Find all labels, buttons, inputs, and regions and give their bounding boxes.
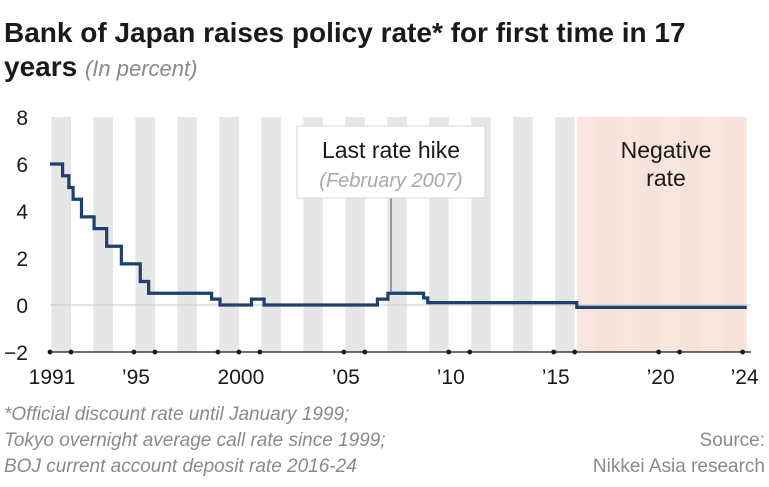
x-tick-mark bbox=[68, 349, 74, 355]
x-tick-label: ’20 bbox=[647, 366, 675, 389]
x-tick-mark bbox=[47, 349, 53, 355]
x-tick-label: 2000 bbox=[218, 366, 265, 389]
y-tick-label: 0 bbox=[16, 295, 28, 318]
year-stripe bbox=[135, 117, 155, 352]
x-tick-label: 1991 bbox=[29, 366, 76, 389]
x-tick-mark bbox=[362, 349, 368, 355]
year-stripe bbox=[177, 117, 197, 352]
x-tick-mark bbox=[257, 349, 263, 355]
x-tick-mark bbox=[236, 349, 242, 355]
last-hike-label-box bbox=[296, 125, 486, 199]
year-stripe bbox=[513, 117, 533, 352]
y-tick-label: 4 bbox=[16, 201, 28, 224]
footnote-line: BOJ current account deposit rate 2016-24 bbox=[4, 456, 357, 477]
rate-line bbox=[50, 162, 747, 309]
x-axis: 1991 ’95 2000 ’05 ’10 ’15 ’20 ’24 bbox=[29, 349, 759, 389]
x-tick-mark bbox=[341, 349, 347, 355]
last-hike-annotation: Last rate hike (February 2007) bbox=[296, 125, 486, 292]
x-tick-mark bbox=[131, 349, 137, 355]
x-tick-mark bbox=[446, 349, 452, 355]
rate-series bbox=[50, 162, 747, 309]
year-stripe bbox=[219, 117, 239, 352]
x-tick-label: ’05 bbox=[332, 366, 360, 389]
x-tick-label: ’10 bbox=[437, 366, 465, 389]
last-hike-label: Last rate hike bbox=[322, 137, 460, 163]
y-axis-ticks: 8 6 4 2 0 −2 bbox=[4, 107, 28, 365]
year-stripe bbox=[261, 117, 281, 352]
footnote-line: Tokyo overnight average call rate since … bbox=[4, 430, 386, 451]
y-tick-label: 2 bbox=[16, 248, 28, 271]
x-tick-mark bbox=[152, 349, 158, 355]
x-tick-label: ’15 bbox=[542, 366, 570, 389]
y-tick-label: 6 bbox=[16, 154, 28, 177]
negative-rate-band bbox=[576, 117, 747, 352]
x-tick-label: ’24 bbox=[731, 366, 759, 389]
source-label: Source: bbox=[699, 430, 765, 451]
y-tick-label: 8 bbox=[16, 107, 28, 130]
chart-title-text: Bank of Japan raises policy rate* for fi… bbox=[4, 17, 686, 82]
year-stripe bbox=[555, 117, 575, 352]
y-tick-label: −2 bbox=[4, 342, 28, 365]
x-tick-label: ’95 bbox=[122, 366, 150, 389]
last-hike-date: (February 2007) bbox=[319, 170, 462, 192]
negative-rate-label-line1: Negative bbox=[621, 137, 712, 163]
x-tick-mark bbox=[467, 349, 473, 355]
year-stripe bbox=[93, 117, 113, 352]
year-stripe bbox=[51, 117, 71, 352]
source-credit: Source: Nikkei Asia research bbox=[505, 428, 765, 480]
x-tick-mark bbox=[740, 349, 746, 355]
source-name: Nikkei Asia research bbox=[592, 456, 765, 477]
x-tick-mark bbox=[572, 349, 578, 355]
x-tick-mark bbox=[215, 349, 221, 355]
negative-rate-label-line2: rate bbox=[646, 165, 686, 191]
chart-title: Bank of Japan raises policy rate* for fi… bbox=[4, 16, 744, 86]
x-tick-mark bbox=[677, 349, 683, 355]
chart-unit: (In percent) bbox=[84, 56, 198, 81]
negative-rate-annotation: Negative rate bbox=[621, 137, 712, 191]
x-tick-mark bbox=[551, 349, 557, 355]
footnote-line: *Official discount rate until January 19… bbox=[4, 404, 350, 425]
x-tick-mark bbox=[656, 349, 662, 355]
footnote: *Official discount rate until January 19… bbox=[4, 402, 484, 480]
